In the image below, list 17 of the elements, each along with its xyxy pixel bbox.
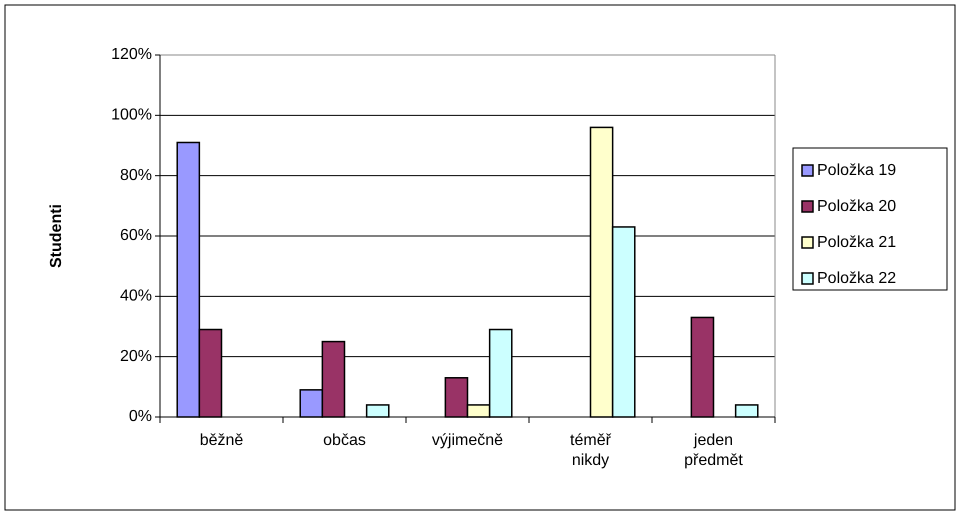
- legend-label: Položka 19: [817, 162, 896, 180]
- y-tick-label: 120%: [111, 46, 152, 64]
- y-tick-label: 60%: [120, 227, 152, 244]
- legend-label: Položka 22: [817, 270, 896, 288]
- y-tick-label: 80%: [120, 166, 152, 184]
- legend-label: Položka 20: [817, 198, 896, 216]
- x-tick-label: jeden předmět: [684, 432, 744, 469]
- x-tick-label: téměř nikdy: [570, 432, 612, 469]
- x-tick-label: výjimečně: [432, 432, 504, 449]
- y-tick-label: 100%: [111, 106, 152, 124]
- x-tick-label: občas: [323, 432, 366, 449]
- y-tick-label: 20%: [120, 348, 152, 365]
- y-tick-label: 0%: [128, 408, 152, 426]
- y-tick-label: 40%: [120, 288, 152, 305]
- legend-label: Položka 21: [817, 234, 896, 252]
- x-tick-label: běžně: [200, 432, 244, 449]
- y-axis-title: Studenti: [48, 204, 66, 268]
